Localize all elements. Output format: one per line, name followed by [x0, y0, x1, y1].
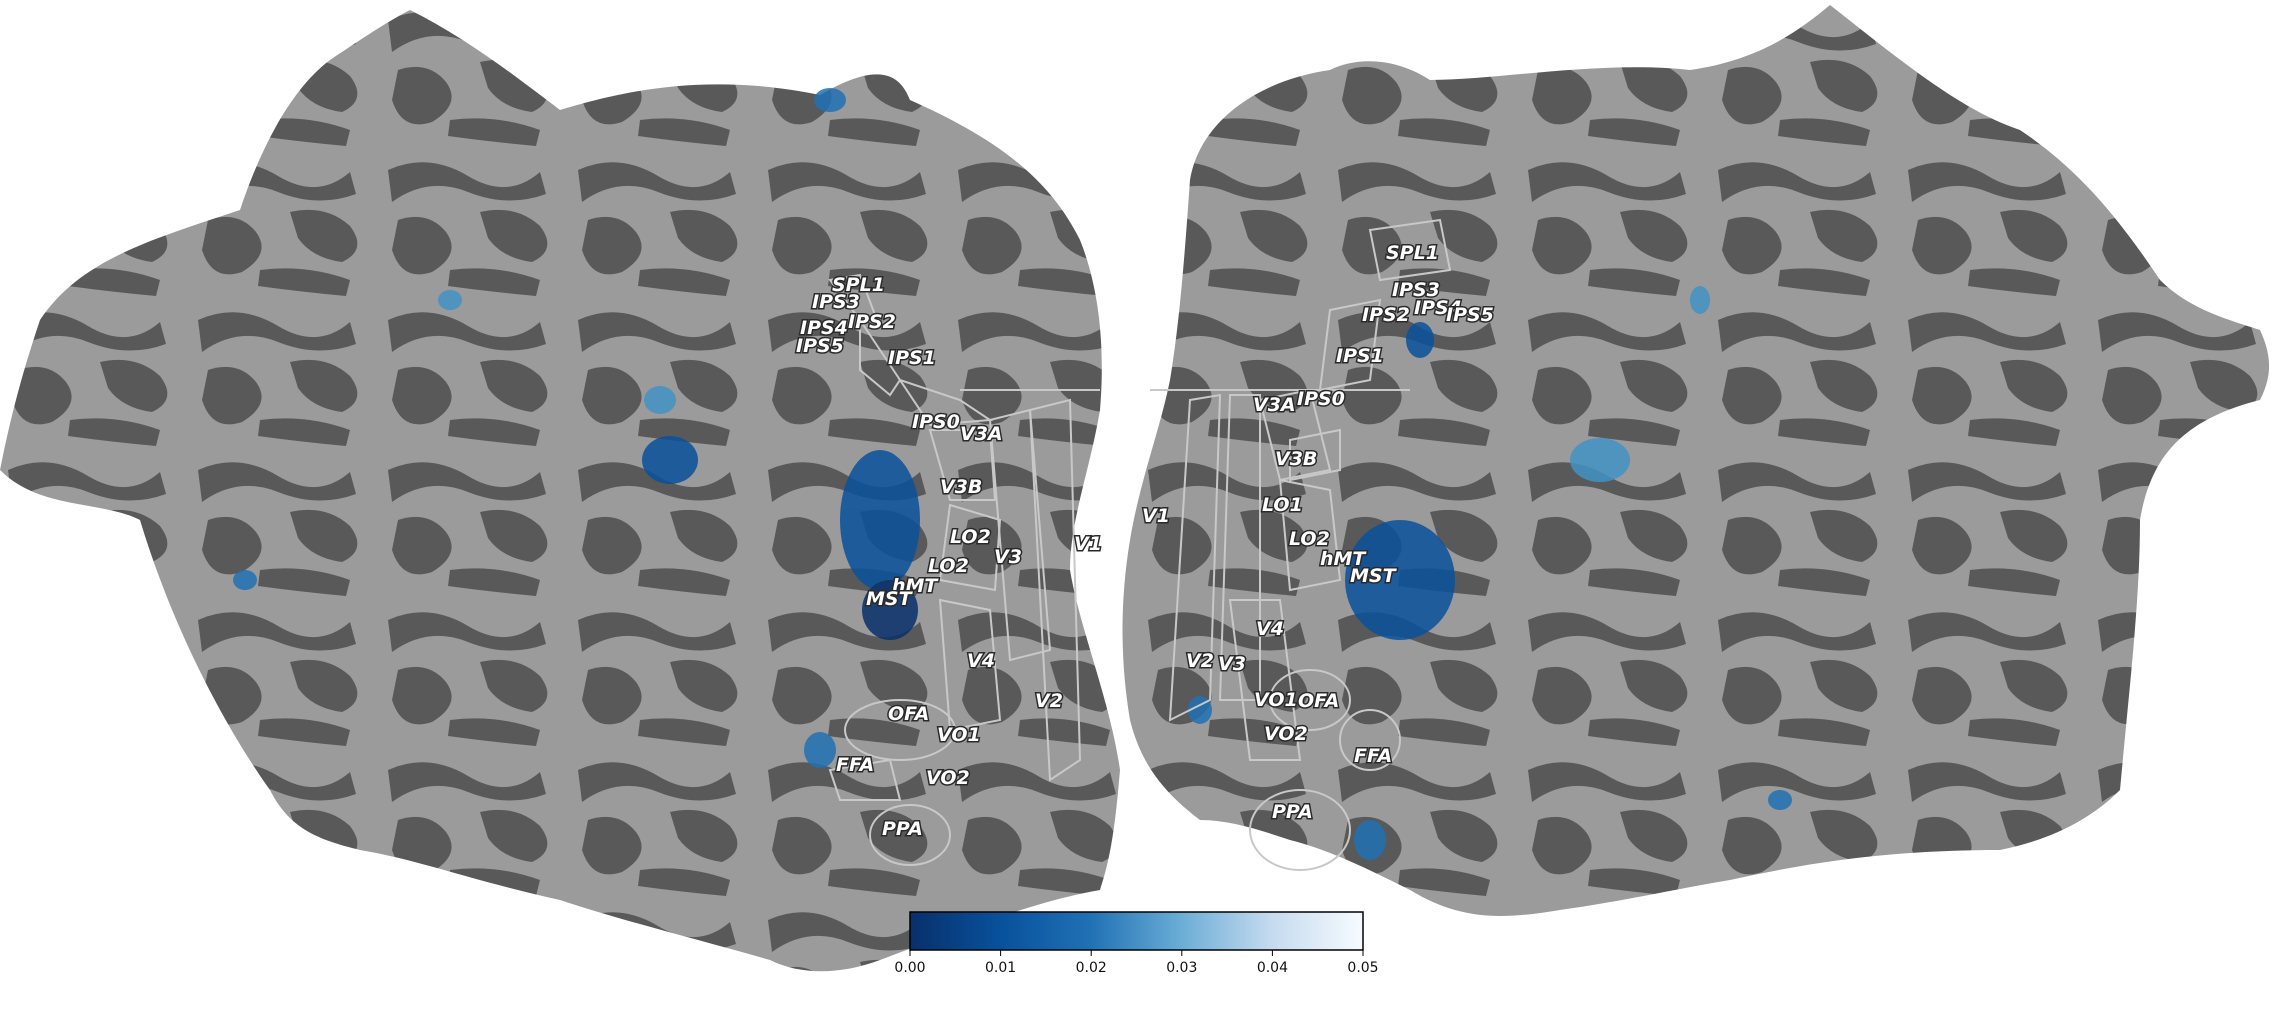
- left-roi-label-lo2-lower: LO2: [928, 555, 969, 577]
- left-roi-labels: SPL1 IPS3 IPS2 IPS4 IPS5 IPS1 IPS0 V3A V…: [795, 273, 1104, 842]
- left-cortex-surface: [0, 10, 1120, 972]
- colorbar-tick-label: 0.00: [894, 960, 925, 976]
- left-roi-label-hmt: hMT: [892, 575, 939, 597]
- colorbar: 0.00 0.01 0.02 0.03 0.04 0.05: [894, 911, 1379, 976]
- left-roi-label-ffa: FFA: [836, 754, 874, 776]
- right-roi-label-mst: MST: [1350, 565, 1398, 587]
- colorbar-tick-label: 0.03: [1166, 960, 1197, 976]
- left-roi-label-ppa: PPA: [882, 818, 923, 840]
- right-roi-label-ppa: PPA: [1272, 801, 1313, 823]
- left-roi-label-vo2: VO2: [926, 767, 970, 789]
- right-roi-outlines: [1150, 218, 1452, 871]
- left-roi-label-ips4: IPS4: [800, 317, 848, 339]
- colorbar-ticks: 0.00 0.01 0.02 0.03 0.04 0.05: [894, 950, 1379, 976]
- left-roi-label-v2: V2: [1035, 690, 1063, 712]
- right-roi-label-ffa: FFA: [1354, 745, 1392, 767]
- right-hemisphere: [1122, 5, 2270, 916]
- right-roi-label-v3a: V3A: [1253, 394, 1296, 416]
- left-roi-label-ips5: IPS5: [796, 335, 844, 357]
- right-roi-label-ips4: IPS4: [1414, 297, 1462, 319]
- right-roi-label-ips5: IPS5: [1446, 304, 1494, 326]
- right-roi-label-ips2: IPS2: [1362, 304, 1410, 326]
- right-roi-label-lo1: LO1: [1262, 494, 1303, 516]
- right-roi-label-v1: V1: [1142, 505, 1170, 527]
- left-roi-label-v3b: V3B: [940, 476, 982, 498]
- right-roi-labels: SPL1 IPS3 IPS2 IPS4 IPS5 IPS1 V3A IPS0 V…: [1141, 241, 1496, 825]
- right-roi-label-ips0: IPS0: [1297, 388, 1345, 410]
- colorbar-tick-label: 0.02: [1076, 960, 1107, 976]
- left-roi-label-v4: V4: [967, 650, 995, 672]
- right-roi-label-v4: V4: [1256, 618, 1284, 640]
- left-hemisphere: [0, 10, 1120, 972]
- left-roi-label-vo1: VO1: [937, 724, 981, 746]
- left-roi-label-ofa: OFA: [888, 703, 929, 725]
- left-roi-outlines: [828, 273, 1100, 866]
- left-roi-label-v1: V1: [1074, 533, 1102, 555]
- right-roi-label-spl1: SPL1: [1386, 242, 1439, 264]
- right-roi-label-v3: V3: [1218, 653, 1246, 675]
- colorbar-gradient: [909, 911, 1364, 951]
- right-activation-blobs: [1188, 286, 1792, 860]
- left-roi-label-mst: MST: [866, 588, 914, 610]
- colorbar-tick-label: 0.04: [1257, 960, 1288, 976]
- left-activation-blobs: [233, 88, 920, 768]
- right-roi-label-vo2: VO2: [1264, 723, 1308, 745]
- right-roi-label-ofa: OFA: [1298, 690, 1339, 712]
- right-roi-label-vo1: VO1: [1254, 689, 1298, 711]
- left-roi-label-ips1: IPS1: [888, 347, 936, 369]
- right-cortex-surface: [1122, 5, 2270, 916]
- left-roi-label-spl1: SPL1: [832, 274, 885, 296]
- right-roi-label-ips1: IPS1: [1336, 345, 1384, 367]
- right-roi-label-hmt: hMT: [1320, 548, 1367, 570]
- left-roi-label-v3a: V3A: [960, 423, 1003, 445]
- right-roi-label-v2: V2: [1186, 650, 1214, 672]
- right-roi-label-lo2: LO2: [1289, 528, 1330, 550]
- colorbar-tick-label: 0.05: [1347, 960, 1378, 976]
- left-roi-label-ips3: IPS3: [812, 291, 860, 313]
- left-roi-label-ips2: IPS2: [848, 311, 896, 333]
- left-roi-label-v3: V3: [994, 546, 1022, 568]
- colorbar-tick-label: 0.01: [985, 960, 1016, 976]
- right-roi-label-ips3: IPS3: [1392, 279, 1440, 301]
- left-roi-label-ips0: IPS0: [912, 411, 960, 433]
- left-roi-label-lo2-upper: LO2: [950, 526, 991, 548]
- right-roi-label-v3b: V3B: [1275, 448, 1317, 470]
